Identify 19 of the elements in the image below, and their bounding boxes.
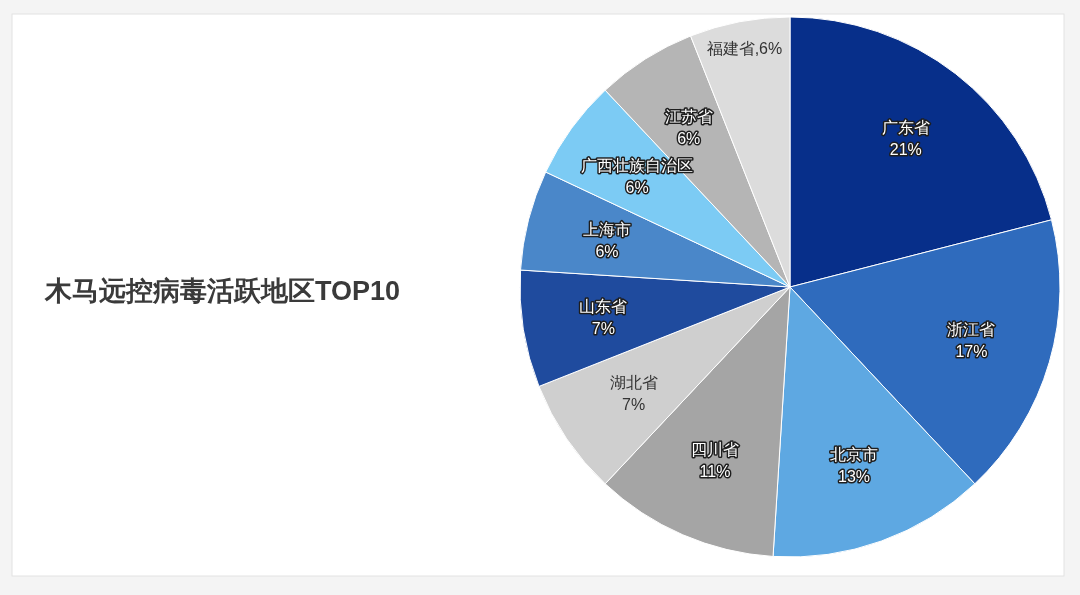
slice-label: 浙江省 [947, 320, 996, 338]
data-label: 17% [955, 342, 988, 360]
slice-label: 上海市 [582, 221, 631, 238]
data-label: 7% [622, 396, 646, 414]
slice-label: 四川省 [690, 441, 739, 459]
data-label: 21% [889, 140, 922, 158]
data-label: 6% [677, 130, 701, 148]
data-label: 6% [625, 178, 649, 196]
slice-label: 福建省,6% [706, 40, 783, 58]
data-label: 7% [591, 319, 615, 337]
slice-label: 湖北省 [609, 374, 658, 392]
data-label: 6% [595, 243, 619, 260]
slice-label: 北京市 [830, 445, 879, 463]
slice-label: 广东省 [881, 118, 930, 136]
slice-label: 山东省 [579, 297, 628, 315]
slice-label: 广西壮族自治区 [581, 156, 694, 174]
text: 木马远控病毒活跃地区TOP10 [44, 276, 401, 306]
data-label: 13% [838, 467, 871, 485]
slice-label: 江苏省 [664, 108, 713, 126]
